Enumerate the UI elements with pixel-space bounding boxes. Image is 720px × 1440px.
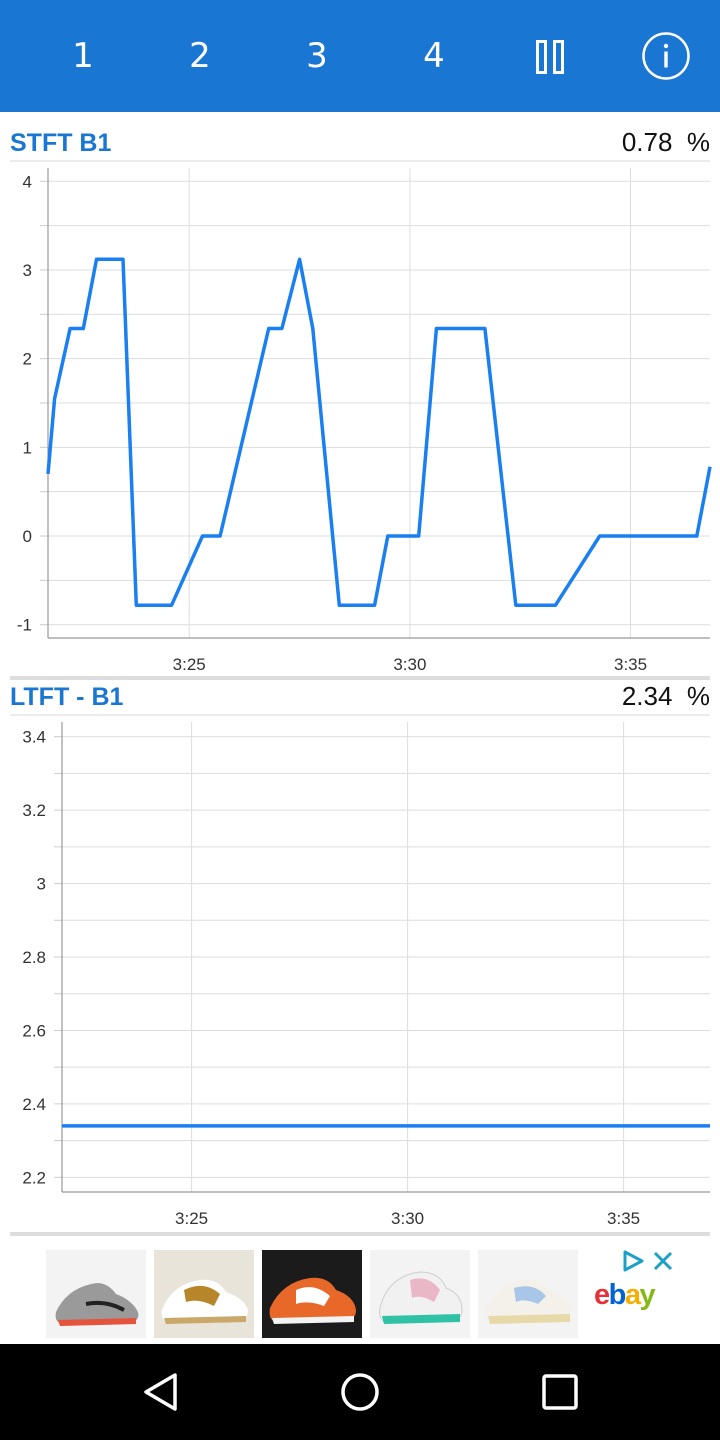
chart-value: 0.78 % bbox=[622, 127, 710, 158]
y-tick-label: 3 bbox=[37, 875, 46, 894]
ad-product-image[interactable] bbox=[262, 1250, 362, 1338]
x-tick-label: 3:25 bbox=[173, 655, 206, 674]
ebay-logo[interactable]: ebay bbox=[594, 1278, 664, 1312]
series-line bbox=[46, 257, 712, 607]
y-tick-label: 3.2 bbox=[22, 801, 46, 820]
ad-product-image[interactable] bbox=[370, 1250, 470, 1338]
ltft-chart: 3.4 3.2 3 2.8 2.6 2.4 2.2 3:25 3:30 3:35 bbox=[10, 714, 710, 1236]
close-icon[interactable] bbox=[652, 1250, 674, 1272]
y-tick-label: 1 bbox=[23, 438, 32, 457]
pause-icon[interactable] bbox=[536, 40, 564, 74]
stft-chart: 4 3 2 1 0 -1 3:25 3:30 3:35 bbox=[10, 160, 712, 680]
svg-text:ebay: ebay bbox=[594, 1279, 656, 1311]
chart-bottom-divider bbox=[10, 1232, 710, 1236]
back-icon[interactable] bbox=[142, 1372, 180, 1412]
x-tick-label: 3:35 bbox=[607, 1209, 640, 1228]
tab-1[interactable]: 1 bbox=[72, 36, 94, 76]
y-tick-label: 3.4 bbox=[22, 728, 46, 747]
y-tick-label: 4 bbox=[23, 172, 32, 191]
y-tick-label: -1 bbox=[17, 616, 32, 635]
x-tick-label: 3:35 bbox=[614, 655, 647, 674]
info-icon[interactable] bbox=[642, 32, 690, 80]
chart-value: 2.34 % bbox=[622, 681, 710, 712]
chart-header-ltft: LTFT - B1 2.34 % bbox=[10, 680, 710, 714]
chart-bottom-divider bbox=[10, 676, 710, 680]
y-tick-label: 0 bbox=[23, 527, 32, 546]
adchoices-icon[interactable] bbox=[622, 1250, 646, 1272]
chart-title: LTFT - B1 bbox=[10, 683, 124, 711]
tab-2[interactable]: 2 bbox=[189, 36, 211, 76]
chart-title: STFT B1 bbox=[10, 129, 112, 157]
value-unit: % bbox=[686, 681, 710, 711]
y-tick-label: 2.6 bbox=[22, 1021, 46, 1040]
y-tick-label: 2.2 bbox=[22, 1168, 46, 1187]
ad-product-image[interactable] bbox=[478, 1250, 578, 1338]
value-unit: % bbox=[686, 127, 710, 157]
ad-product-image[interactable] bbox=[46, 1250, 146, 1338]
y-tick-label: 2.4 bbox=[22, 1095, 46, 1114]
chart-header-stft: STFT B1 0.78 % bbox=[10, 126, 710, 160]
x-tick-label: 3:30 bbox=[391, 1209, 424, 1228]
system-nav-bar bbox=[0, 1344, 720, 1440]
value-number: 2.34 bbox=[621, 681, 673, 711]
value-number: 0.78 bbox=[621, 127, 673, 157]
ad-product-image[interactable] bbox=[154, 1250, 254, 1338]
y-tick-label: 3 bbox=[23, 261, 32, 280]
recents-icon[interactable] bbox=[542, 1374, 578, 1410]
x-tick-label: 3:30 bbox=[393, 655, 426, 674]
y-tick-label: 2 bbox=[23, 350, 32, 369]
top-toolbar: 1 2 3 4 bbox=[0, 0, 720, 112]
y-tick-label: 2.8 bbox=[22, 948, 46, 967]
home-icon[interactable] bbox=[340, 1372, 380, 1412]
x-tick-label: 3:25 bbox=[175, 1209, 208, 1228]
ad-banner[interactable]: ebay bbox=[0, 1236, 720, 1344]
tab-4[interactable]: 4 bbox=[423, 36, 445, 76]
tab-3[interactable]: 3 bbox=[306, 36, 328, 76]
